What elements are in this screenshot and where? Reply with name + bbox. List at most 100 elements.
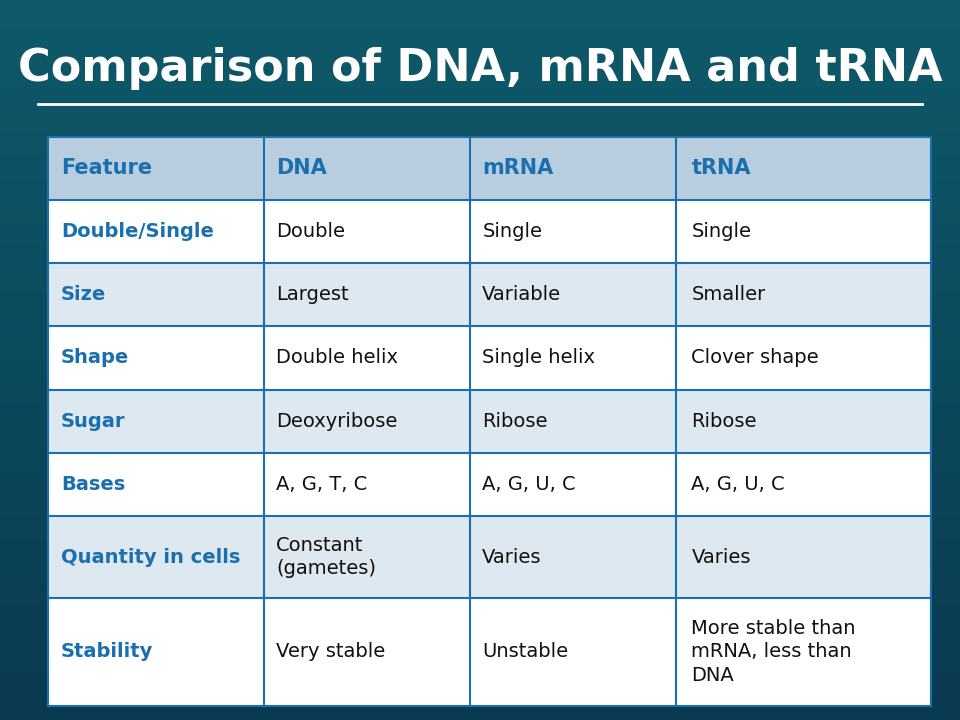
Text: Varies: Varies xyxy=(691,548,751,567)
Bar xyxy=(0,173,960,176)
Bar xyxy=(0,166,960,169)
Bar xyxy=(0,428,960,432)
Bar xyxy=(0,425,960,428)
Bar xyxy=(0,112,960,115)
Bar xyxy=(0,558,960,562)
Bar xyxy=(0,493,960,497)
Text: Deoxyribose: Deoxyribose xyxy=(276,412,397,431)
Bar xyxy=(0,252,960,256)
Bar xyxy=(0,716,960,720)
Bar xyxy=(0,126,960,130)
Text: Ribose: Ribose xyxy=(482,412,548,431)
Bar xyxy=(48,264,931,326)
Bar xyxy=(0,540,960,544)
Bar xyxy=(0,220,960,223)
Bar xyxy=(0,662,960,666)
Bar xyxy=(0,709,960,713)
Bar xyxy=(0,594,960,598)
Bar xyxy=(0,475,960,479)
Bar xyxy=(0,216,960,220)
Bar xyxy=(0,133,960,137)
Bar xyxy=(0,194,960,198)
Bar xyxy=(0,565,960,569)
Bar xyxy=(0,626,960,630)
Bar xyxy=(0,374,960,378)
Text: Ribose: Ribose xyxy=(691,412,756,431)
Text: Unstable: Unstable xyxy=(482,642,568,662)
Bar xyxy=(0,191,960,194)
Bar xyxy=(0,691,960,695)
Bar xyxy=(0,14,960,18)
Bar xyxy=(0,446,960,450)
Bar xyxy=(0,58,960,61)
Text: Very stable: Very stable xyxy=(276,642,386,662)
Bar xyxy=(0,36,960,40)
Text: Double: Double xyxy=(276,222,346,241)
Bar xyxy=(0,11,960,14)
Bar xyxy=(0,364,960,367)
Bar xyxy=(0,702,960,706)
Bar xyxy=(0,349,960,353)
Bar xyxy=(0,421,960,425)
Bar xyxy=(0,572,960,576)
Bar xyxy=(48,516,931,598)
Bar xyxy=(0,234,960,238)
Bar xyxy=(48,453,931,516)
Bar xyxy=(0,634,960,637)
Bar xyxy=(0,385,960,389)
Bar xyxy=(0,158,960,162)
Bar xyxy=(0,32,960,36)
Bar xyxy=(0,511,960,515)
Text: Bases: Bases xyxy=(60,475,125,494)
Bar xyxy=(48,326,931,390)
Bar xyxy=(0,637,960,641)
Bar xyxy=(0,464,960,468)
Text: Double helix: Double helix xyxy=(276,348,398,367)
Bar xyxy=(0,461,960,464)
Bar xyxy=(0,184,960,187)
Bar xyxy=(0,490,960,493)
Text: Varies: Varies xyxy=(482,548,541,567)
Bar xyxy=(0,562,960,565)
Bar xyxy=(0,598,960,601)
Bar xyxy=(0,414,960,418)
Bar xyxy=(0,277,960,281)
Bar xyxy=(0,468,960,472)
Bar xyxy=(0,439,960,443)
Bar xyxy=(0,101,960,104)
Bar xyxy=(0,331,960,335)
Bar xyxy=(0,151,960,155)
Text: Clover shape: Clover shape xyxy=(691,348,819,367)
Bar xyxy=(0,648,960,652)
Bar xyxy=(0,108,960,112)
Bar xyxy=(48,200,931,264)
Bar xyxy=(0,292,960,295)
Bar xyxy=(0,259,960,263)
Bar xyxy=(0,76,960,79)
Bar xyxy=(0,670,960,673)
Bar xyxy=(0,407,960,410)
Bar xyxy=(0,50,960,54)
Bar xyxy=(0,83,960,86)
Bar xyxy=(0,353,960,356)
Bar xyxy=(0,356,960,360)
Bar xyxy=(0,119,960,122)
Bar xyxy=(0,432,960,436)
Bar xyxy=(0,418,960,421)
Bar xyxy=(0,148,960,151)
Text: A, G, T, C: A, G, T, C xyxy=(276,475,368,494)
Text: Single: Single xyxy=(482,222,542,241)
Bar xyxy=(0,612,960,616)
Bar xyxy=(0,281,960,284)
Bar xyxy=(0,288,960,292)
Bar xyxy=(48,137,931,200)
Bar xyxy=(0,677,960,680)
Text: Sugar: Sugar xyxy=(60,412,126,431)
Bar xyxy=(0,533,960,536)
Bar xyxy=(0,198,960,202)
Bar xyxy=(0,209,960,212)
Bar xyxy=(0,266,960,270)
Bar xyxy=(0,245,960,248)
Text: Smaller: Smaller xyxy=(691,285,766,305)
Bar xyxy=(0,104,960,108)
